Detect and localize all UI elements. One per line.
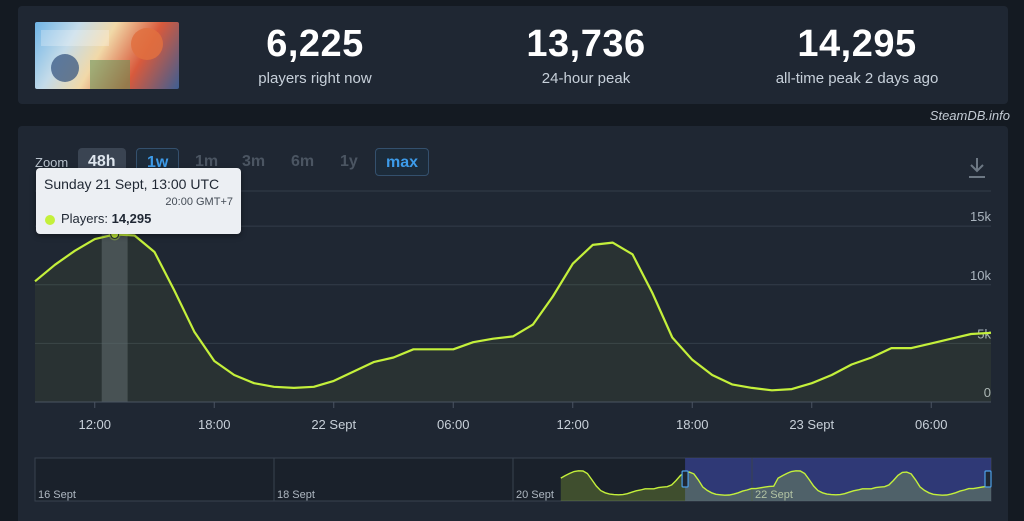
steamdb-credit[interactable]: SteamDB.info bbox=[929, 108, 1010, 123]
tooltip-date: Sunday 21 Sept, 13:00 UTC bbox=[44, 176, 220, 192]
zoom-1m-button[interactable]: 1m bbox=[195, 153, 219, 170]
chart-card: 0 5k 10k 15k 12:00 18:00 22 Sept 06:00 12:00 18:0… bbox=[18, 126, 1008, 521]
x-tick-label: 06:00 bbox=[437, 417, 470, 432]
tooltip-value: 14,295 bbox=[111, 211, 152, 226]
navigator-series-area bbox=[560, 470, 991, 501]
navigator-label: 16 Sept bbox=[38, 489, 76, 501]
peak-24h-label: 24-hour peak bbox=[541, 70, 631, 87]
x-tick-label: 23 Sept bbox=[789, 417, 834, 432]
x-tick-label: 18:00 bbox=[676, 417, 709, 432]
game-art-icon bbox=[41, 28, 163, 89]
stats-card: 6,225 players right now 13,736 24-hour p… bbox=[18, 6, 1008, 104]
x-tick-label: 12:00 bbox=[556, 417, 589, 432]
navigator-series-line bbox=[560, 470, 992, 496]
tooltip-local-time: 20:00 GMT+7 bbox=[165, 196, 233, 208]
y-tick-label: 10k bbox=[970, 268, 991, 283]
zoom-max-button[interactable]: max bbox=[375, 148, 430, 176]
zoom-6m-button[interactable]: 6m bbox=[291, 153, 315, 170]
all-time-peak-value: 14,295 bbox=[797, 23, 917, 65]
x-tick-label: 06:00 bbox=[915, 417, 948, 432]
download-icon[interactable] bbox=[966, 156, 988, 180]
zoom-1y-button[interactable]: 1y bbox=[340, 153, 358, 170]
stat-24h-peak: 13,736 24-hour peak bbox=[471, 24, 701, 87]
x-tick-label: 12:00 bbox=[78, 417, 111, 432]
navigator-handle[interactable] bbox=[681, 470, 689, 488]
series-line-players bbox=[34, 233, 992, 392]
stat-current: 6,225 players right now bbox=[200, 24, 430, 87]
navigator-label: 22 Sept bbox=[755, 489, 793, 501]
series-area bbox=[35, 234, 991, 402]
navigator-label: 20 Sept bbox=[516, 489, 554, 501]
zoom-3m-button[interactable]: 3m bbox=[242, 153, 266, 170]
x-tick-label: 18:00 bbox=[198, 417, 231, 432]
zoom-label: Zoom bbox=[35, 155, 69, 170]
peak-24h-value: 13,736 bbox=[526, 23, 646, 65]
tooltip-series-name: Players bbox=[61, 211, 105, 226]
tooltip-series: Players: 14,295 bbox=[61, 211, 152, 226]
y-tick-label: 15k bbox=[970, 209, 991, 224]
all-time-peak-label: all-time peak 2 days ago bbox=[775, 70, 939, 87]
x-tick-label: 22 Sept bbox=[311, 417, 356, 432]
game-thumbnail[interactable] bbox=[35, 22, 179, 89]
current-players-label: players right now bbox=[258, 70, 372, 87]
chart-tooltip: Sunday 21 Sept, 13:00 UTC 20:00 GMT+7 Pl… bbox=[36, 168, 241, 234]
stat-all-time-peak: 14,295 all-time peak 2 days ago bbox=[742, 24, 972, 87]
navigator-handle[interactable] bbox=[984, 470, 992, 488]
tooltip-series-dot bbox=[45, 215, 55, 225]
navigator-label: 18 Sept bbox=[277, 489, 315, 501]
y-tick-label: 0 bbox=[984, 385, 991, 400]
current-players-value: 6,225 bbox=[266, 23, 364, 65]
